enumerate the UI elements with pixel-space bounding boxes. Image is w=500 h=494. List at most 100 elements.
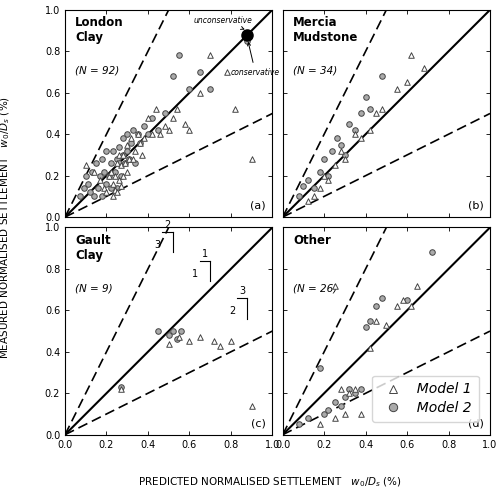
Point [90, 167, 98, 175]
Point [164, 126, 172, 134]
Point [113, 188, 121, 196]
Point [248, 155, 256, 163]
Point [175, 51, 183, 59]
Point [320, 410, 328, 418]
Point [117, 383, 125, 391]
Point [324, 176, 332, 184]
Text: (N = 34): (N = 34) [293, 66, 338, 76]
Point [173, 105, 181, 113]
Point [102, 188, 110, 196]
Point [378, 72, 386, 80]
Point [160, 110, 168, 118]
Point [366, 317, 374, 325]
Point [351, 389, 359, 397]
Point [403, 296, 411, 304]
Text: conservative: conservative [231, 42, 280, 77]
Text: London
Clay: London Clay [76, 16, 124, 44]
Point [154, 126, 162, 134]
Point [100, 167, 108, 175]
Point [102, 147, 110, 155]
Point [316, 167, 324, 175]
Point [86, 188, 94, 196]
Point [341, 151, 349, 159]
Point [403, 79, 411, 86]
Text: 1: 1 [202, 248, 208, 258]
Point [98, 193, 106, 201]
Point [345, 120, 353, 128]
Point [330, 398, 338, 406]
Point [115, 151, 123, 159]
Point [216, 342, 224, 350]
Point [117, 182, 125, 190]
Point [156, 130, 164, 138]
Text: (c): (c) [251, 418, 266, 428]
Point [128, 138, 136, 146]
Point [140, 122, 148, 130]
Text: 2: 2 [229, 306, 235, 317]
Point [123, 167, 131, 175]
Text: (a): (a) [250, 201, 266, 211]
Point [90, 193, 98, 201]
Point [119, 172, 127, 180]
Point [169, 72, 177, 80]
Point [330, 282, 338, 289]
Point [407, 51, 415, 59]
Point [345, 389, 353, 397]
Point [102, 180, 110, 188]
Point [336, 385, 344, 393]
Point [320, 155, 328, 163]
Point [358, 385, 366, 393]
Point [362, 323, 370, 331]
Text: Gault
Clay: Gault Clay [76, 234, 111, 262]
Point [231, 105, 239, 113]
Text: (N = 26): (N = 26) [293, 284, 338, 293]
Point [316, 420, 324, 428]
Point [96, 176, 104, 184]
Point [414, 282, 422, 289]
Point [148, 130, 156, 138]
Point [113, 184, 121, 192]
Point [244, 37, 252, 45]
Point [134, 130, 141, 138]
Text: (N = 92): (N = 92) [76, 66, 120, 76]
Point [115, 176, 123, 184]
Point [358, 134, 366, 142]
Text: (d): (d) [468, 418, 484, 428]
Point [144, 130, 152, 138]
Point [136, 138, 143, 146]
Point [181, 120, 189, 128]
Point [169, 327, 177, 335]
Point [210, 337, 218, 345]
Point [351, 130, 359, 138]
Point [336, 402, 344, 410]
Legend:   Model 1,   Model 2: Model 1, Model 2 [372, 375, 479, 421]
Point [119, 151, 127, 159]
Point [121, 159, 129, 167]
Point [227, 337, 235, 345]
Point [111, 167, 119, 175]
Point [304, 197, 312, 205]
Point [316, 365, 324, 372]
Point [358, 410, 366, 418]
Point [366, 126, 374, 134]
Point [123, 130, 131, 138]
Point [206, 84, 214, 92]
Point [132, 159, 140, 167]
Point [186, 84, 194, 92]
Point [428, 248, 436, 256]
Point [111, 186, 119, 194]
Point [84, 180, 92, 188]
Text: 2: 2 [164, 219, 170, 230]
Text: Other: Other [293, 234, 331, 247]
Point [330, 414, 338, 422]
Point [351, 126, 359, 134]
Point [366, 105, 374, 113]
Point [106, 184, 114, 192]
Point [113, 155, 121, 163]
Point [76, 193, 84, 201]
Point [94, 184, 102, 192]
Point [372, 110, 380, 118]
Point [113, 159, 121, 167]
Point [304, 414, 312, 422]
Point [115, 159, 123, 167]
